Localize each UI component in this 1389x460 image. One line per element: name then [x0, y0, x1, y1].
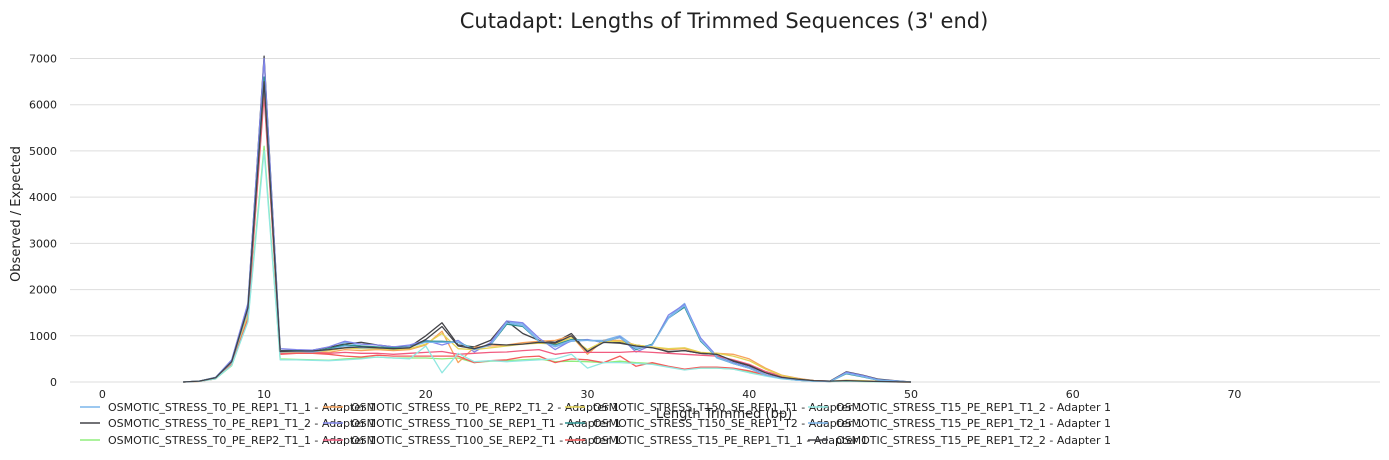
series-lines [183, 55, 912, 383]
legend-item-label[interactable]: OSMOTIC_STRESS_T15_PE_REP1_T2_1 - Adapte… [836, 417, 1111, 430]
y-tick-label: 2000 [29, 284, 57, 297]
legend-item-label[interactable]: OSMOTIC_STRESS_T100_SE_REP1_T1 - Adapter… [351, 417, 621, 430]
series-line-4 [183, 90, 912, 383]
series-line-7 [183, 85, 912, 383]
series-line-10 [183, 150, 912, 383]
y-tick-label: 4000 [29, 191, 57, 204]
x-axis-ticks: 0 10 20 30 40 50 60 70 [99, 388, 1242, 401]
legend-item-label[interactable]: OSMOTIC_STRESS_T150_SE_REP1_T2 - Adapter… [593, 417, 863, 430]
x-tick-label: 10 [257, 388, 271, 401]
x-tick-label: 0 [99, 388, 106, 401]
legend-item-label[interactable]: OSMOTIC_STRESS_T150_SE_REP1_T1 - Adapter… [593, 401, 863, 414]
legend-item-label[interactable]: OSMOTIC_STRESS_T0_PE_REP2_T1_1 - Adapter… [108, 434, 376, 447]
x-axis-label: Length Trimmed (bp) [656, 407, 792, 422]
x-tick-label: 40 [742, 388, 756, 401]
x-tick-label: 50 [904, 388, 918, 401]
legend-item-label[interactable]: OSMOTIC_STRESS_T0_PE_REP1_T1_2 - Adapter… [108, 417, 376, 430]
series-line-11 [183, 80, 912, 383]
legend-item-label[interactable]: OSMOTIC_STRESS_T0_PE_REP2_T1_2 - Adapter… [351, 401, 619, 414]
gridlines [70, 57, 1380, 383]
x-tick-label: 20 [419, 388, 433, 401]
series-line-12 [183, 80, 912, 383]
x-tick-label: 60 [1066, 388, 1080, 401]
legend-item-label[interactable]: OSMOTIC_STRESS_T15_PE_REP1_T1_2 - Adapte… [836, 401, 1111, 414]
legend: OSMOTIC_STRESS_T0_PE_REP1_T1_1 - Adapter… [80, 401, 1111, 447]
legend-item-label[interactable]: OSMOTIC_STRESS_T15_PE_REP1_T2_2 - Adapte… [836, 434, 1111, 447]
series-line-3 [183, 145, 912, 383]
legend-item-label[interactable]: OSMOTIC_STRESS_T15_PE_REP1_T1_1 - Adapte… [593, 434, 868, 447]
series-line-5 [183, 57, 912, 383]
x-tick-label: 30 [581, 388, 595, 401]
y-tick-label: 7000 [29, 52, 57, 65]
legend-item-label[interactable]: OSMOTIC_STRESS_T100_SE_REP2_T1 - Adapter… [351, 434, 621, 447]
y-tick-label: 3000 [29, 237, 57, 250]
y-axis-label: Observed / Expected [9, 146, 24, 282]
legend-item-label[interactable]: OSMOTIC_STRESS_T0_PE_REP1_T1_1 - Adapter… [108, 401, 376, 414]
series-line-6 [183, 94, 912, 383]
y-tick-label: 0 [50, 376, 57, 389]
series-line-9 [183, 85, 912, 383]
y-axis-ticks: 0 1000 2000 3000 4000 5000 6000 7000 [29, 52, 57, 389]
y-tick-label: 6000 [29, 99, 57, 112]
series-line-1 [183, 80, 912, 383]
x-tick-label: 70 [1227, 388, 1241, 401]
y-tick-label: 1000 [29, 330, 57, 343]
y-tick-label: 5000 [29, 145, 57, 158]
chart-title: Cutadapt: Lengths of Trimmed Sequences (… [460, 9, 989, 33]
